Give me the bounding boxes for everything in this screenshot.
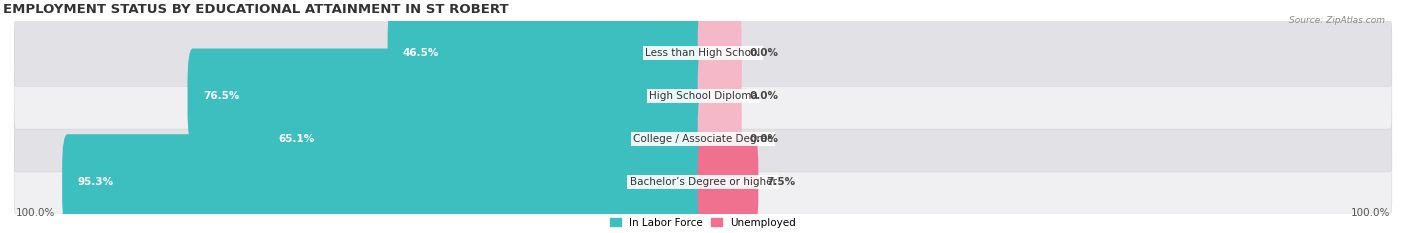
Text: 100.0%: 100.0% <box>1351 208 1391 218</box>
FancyBboxPatch shape <box>62 134 709 229</box>
Text: 65.1%: 65.1% <box>278 134 315 144</box>
FancyBboxPatch shape <box>697 48 742 144</box>
Text: 76.5%: 76.5% <box>202 91 239 101</box>
FancyBboxPatch shape <box>14 20 1392 86</box>
Text: 0.0%: 0.0% <box>749 91 779 101</box>
FancyBboxPatch shape <box>697 6 742 101</box>
Text: Source: ZipAtlas.com: Source: ZipAtlas.com <box>1289 16 1385 25</box>
FancyBboxPatch shape <box>388 6 709 101</box>
FancyBboxPatch shape <box>14 63 1392 129</box>
Text: 7.5%: 7.5% <box>766 177 796 187</box>
Text: 0.0%: 0.0% <box>749 134 779 144</box>
Text: 95.3%: 95.3% <box>77 177 114 187</box>
Text: 0.0%: 0.0% <box>749 48 779 58</box>
FancyBboxPatch shape <box>697 91 742 186</box>
Legend: In Labor Force, Unemployed: In Labor Force, Unemployed <box>606 213 800 232</box>
FancyBboxPatch shape <box>263 91 709 186</box>
FancyBboxPatch shape <box>187 48 709 144</box>
Text: Bachelor’s Degree or higher: Bachelor’s Degree or higher <box>630 177 776 187</box>
Text: 46.5%: 46.5% <box>404 48 439 58</box>
Text: High School Diploma: High School Diploma <box>648 91 758 101</box>
FancyBboxPatch shape <box>14 149 1392 215</box>
Text: Less than High School: Less than High School <box>645 48 761 58</box>
Text: College / Associate Degree: College / Associate Degree <box>633 134 773 144</box>
Text: 100.0%: 100.0% <box>15 208 55 218</box>
Text: EMPLOYMENT STATUS BY EDUCATIONAL ATTAINMENT IN ST ROBERT: EMPLOYMENT STATUS BY EDUCATIONAL ATTAINM… <box>3 3 509 16</box>
FancyBboxPatch shape <box>14 106 1392 172</box>
FancyBboxPatch shape <box>697 134 758 229</box>
